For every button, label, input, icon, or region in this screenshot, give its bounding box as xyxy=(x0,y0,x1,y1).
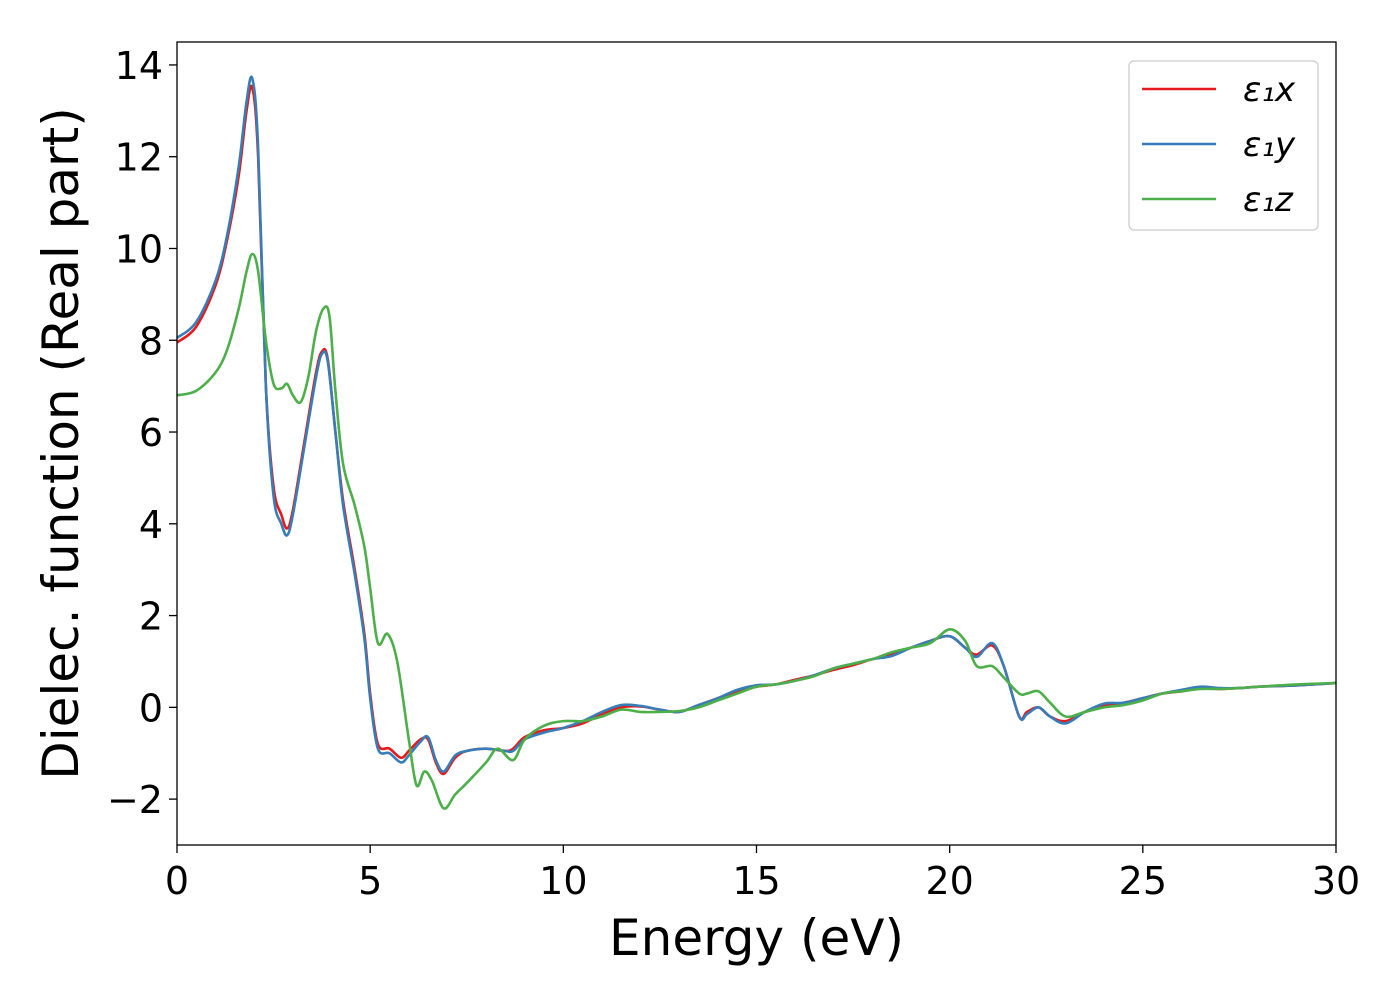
y-tick-label: 0 xyxy=(139,686,163,730)
legend: ε₁x ε₁y ε₁z xyxy=(1128,60,1319,231)
x-tick-label: 5 xyxy=(358,859,382,903)
y-tick-label: 8 xyxy=(139,319,163,363)
series-lines xyxy=(177,75,1336,810)
y-tick-label: 10 xyxy=(115,227,163,271)
legend-entry-label: ε₁x xyxy=(1243,70,1296,110)
series-line-3 xyxy=(177,252,1336,810)
y-axis-ticks: −2 0 2 4 6 8 10 12 14 xyxy=(107,44,177,822)
y-tick-label: −2 xyxy=(107,778,163,822)
legend-entry-label: ε₁y xyxy=(1243,125,1296,165)
x-tick-label: 10 xyxy=(539,859,587,903)
x-tick-label: 25 xyxy=(1119,859,1167,903)
x-tick-label: 0 xyxy=(165,859,189,903)
y-axis-title: Dielec. function (Real part) xyxy=(32,107,90,779)
x-tick-label: 30 xyxy=(1312,859,1360,903)
y-tick-label: 6 xyxy=(139,411,163,455)
y-tick-label: 4 xyxy=(139,503,163,547)
x-axis-ticks: 0 5 10 15 20 25 30 xyxy=(165,845,1360,903)
x-tick-label: 20 xyxy=(925,859,973,903)
y-tick-label: 2 xyxy=(139,595,163,639)
x-tick-label: 15 xyxy=(732,859,780,903)
x-axis-title: Energy (eV) xyxy=(609,909,904,967)
legend-box xyxy=(1128,60,1319,231)
y-tick-label: 12 xyxy=(115,136,163,180)
y-tick-label: 14 xyxy=(115,44,163,88)
legend-entry-label: ε₁z xyxy=(1243,180,1294,220)
